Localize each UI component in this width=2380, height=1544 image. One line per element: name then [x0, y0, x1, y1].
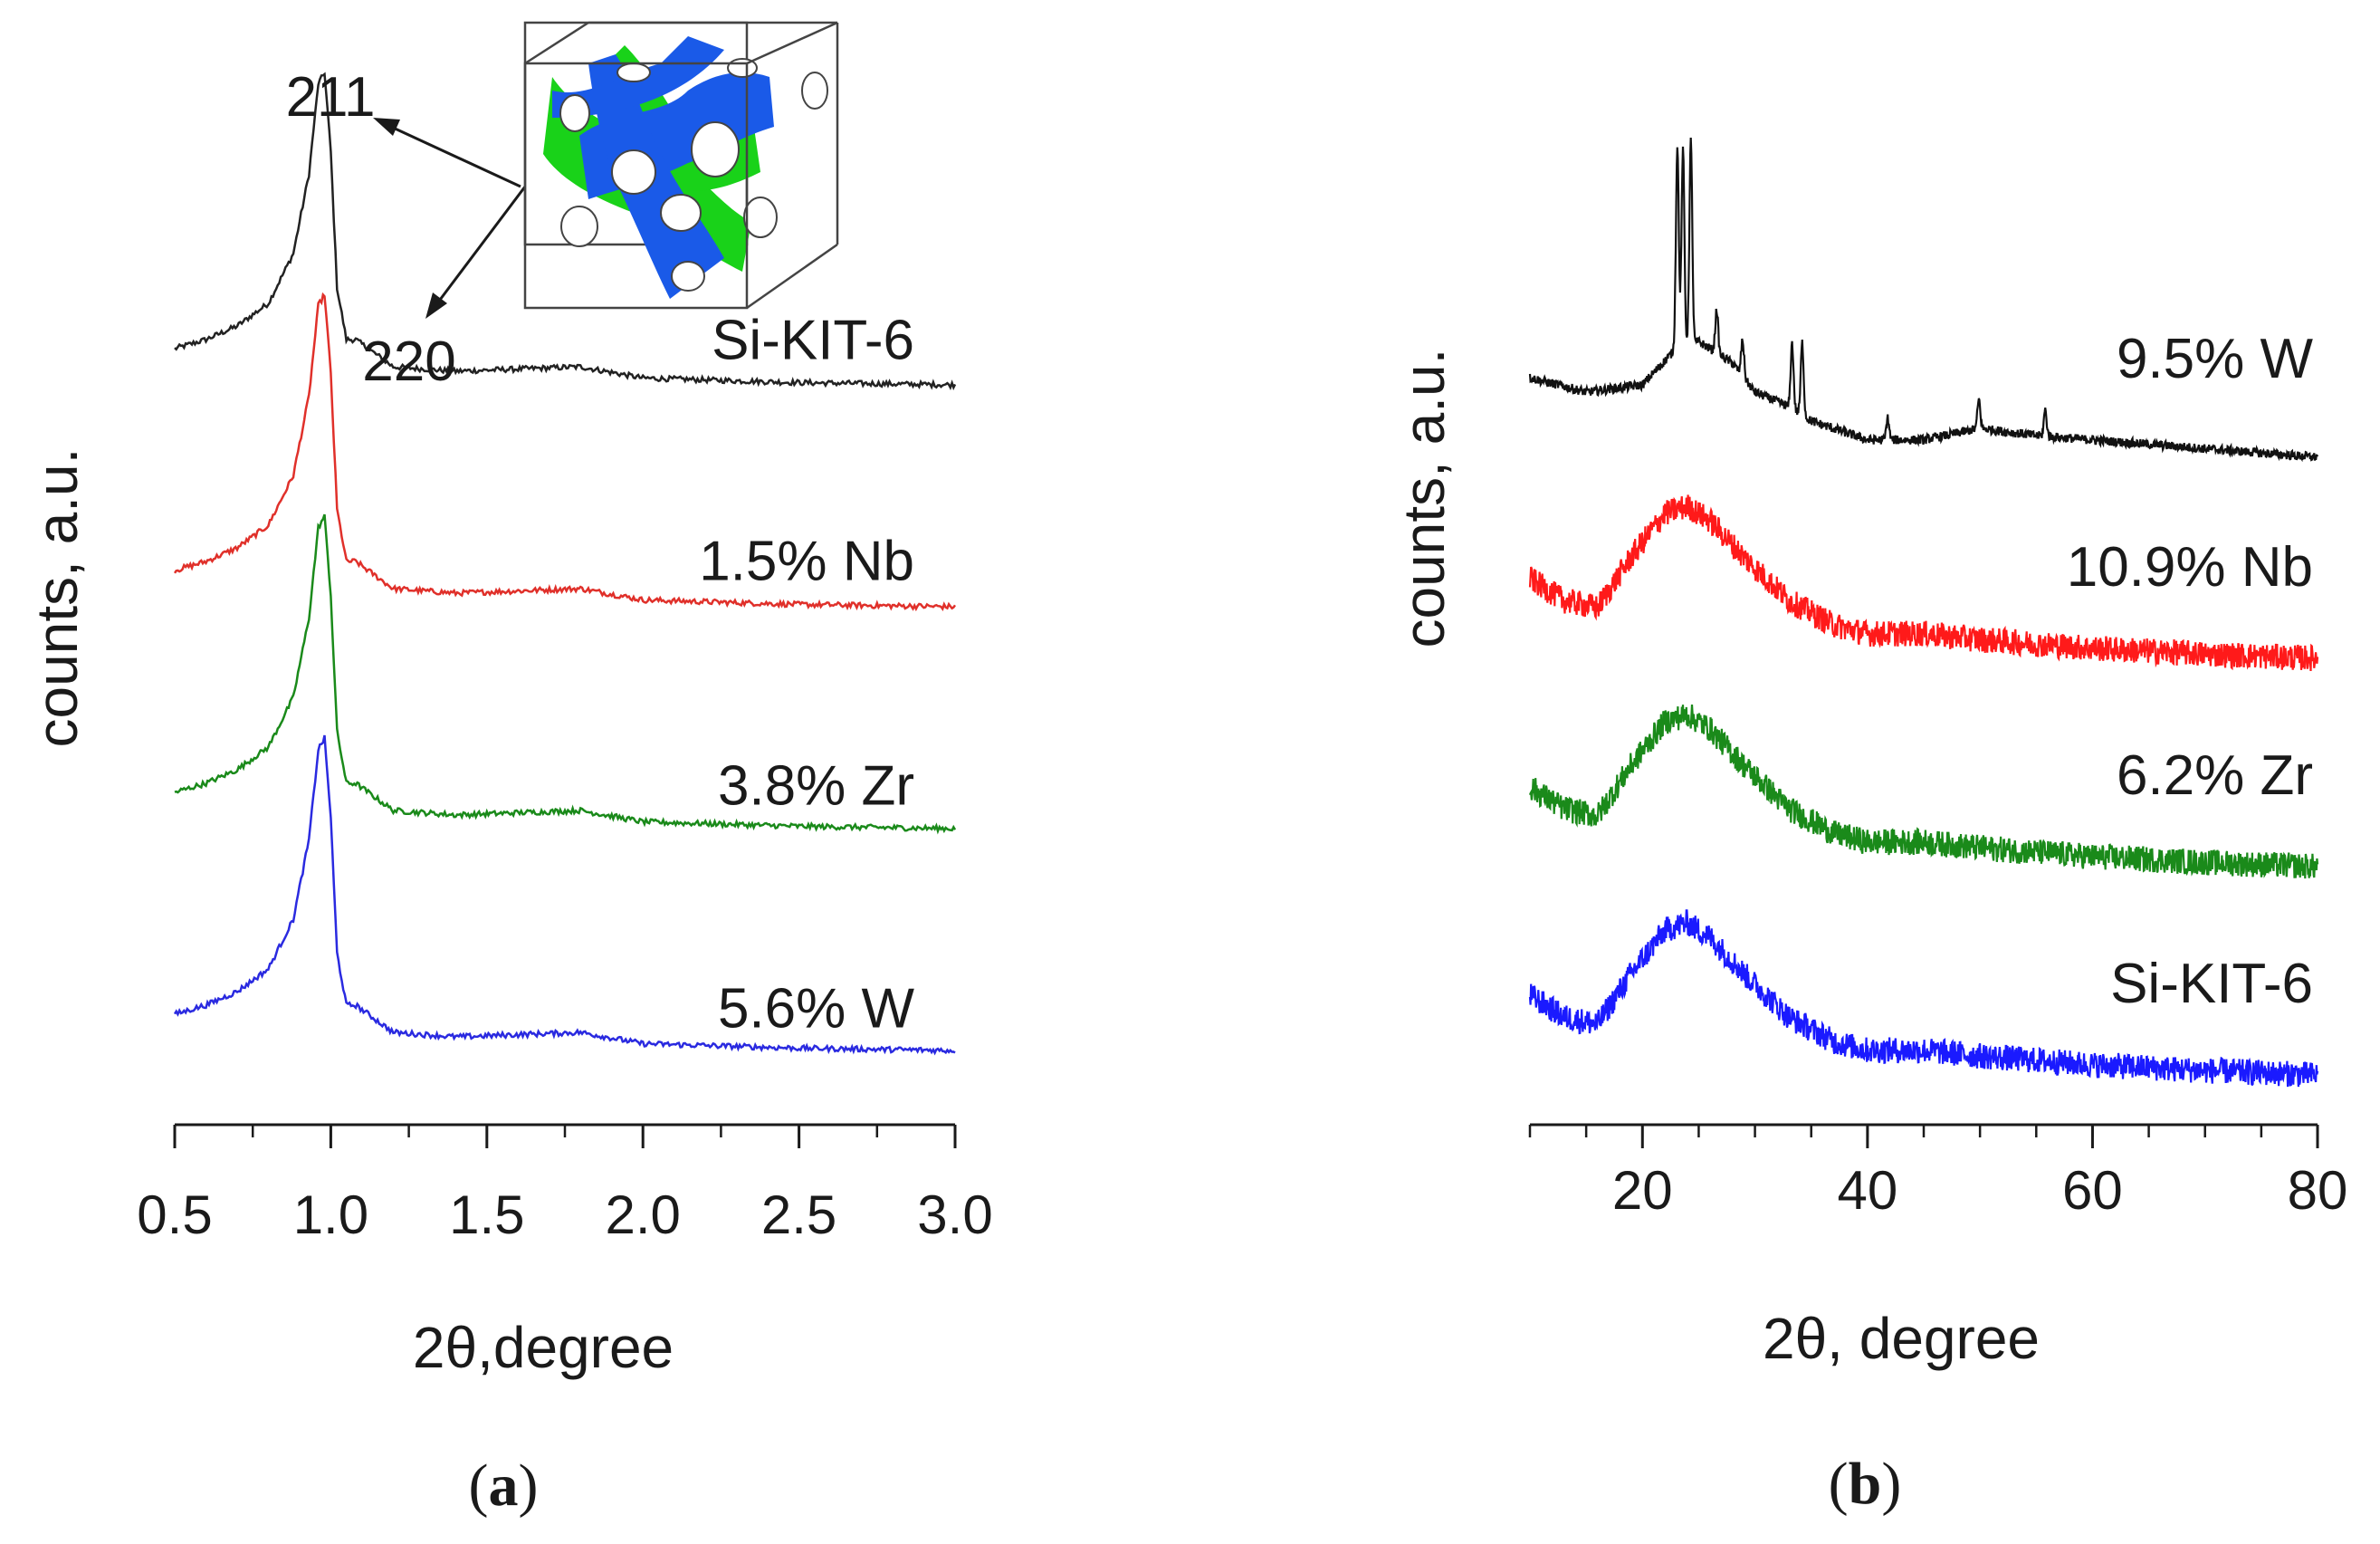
arrow-to-220 — [435, 186, 527, 304]
x-tick-label: 3.0 — [917, 1184, 992, 1245]
panel-a: Si-KIT-6 1.5% Nb 3.8% Zr 5.6% W 0.5 1.0 1.5 2.… — [24, 21, 993, 1519]
series-label-si-kit-6: Si-KIT-6 — [712, 309, 914, 371]
inset-mesostructure-diagram — [523, 21, 839, 310]
series-line-3-8-zr — [174, 513, 957, 835]
x-tick-label: 1.5 — [449, 1184, 524, 1245]
series-line-1-5-nb — [173, 292, 957, 612]
annotation-220: 220 — [362, 331, 455, 393]
panel-a-curves — [173, 72, 957, 1056]
x-tick-label: 60 — [2062, 1160, 2123, 1221]
panel-a-series-labels: Si-KIT-6 1.5% Nb 3.8% Zr 5.6% W — [699, 309, 914, 1040]
annotation-211: 211 — [286, 66, 376, 129]
series-line-si-kit-6 — [1528, 909, 2319, 1088]
panel-b: 9.5% W 10.9% Nb 6.2% Zr Si-KIT-6 20 40 60 80 2… — [1391, 137, 2348, 1517]
series-label-9-5-w: 9.5% W — [2117, 328, 2314, 390]
series-label-si-kit-6: Si-KIT-6 — [2110, 953, 2313, 1015]
panel-a-y-axis-label: counts, a.u. — [24, 448, 90, 748]
series-line-si-kit-6 — [174, 72, 957, 391]
arrowhead-211 — [373, 118, 400, 136]
panel-a-x-ticks: 0.5 1.0 1.5 2.0 2.5 3.0 — [137, 1125, 993, 1245]
panel-a-x-axis-label: 2θ,degree — [413, 1315, 674, 1380]
series-line-10-9-nb — [1528, 494, 2319, 672]
series-line-9-5-w — [1528, 137, 2319, 463]
x-tick-label: 40 — [1837, 1160, 1897, 1221]
x-tick-label: 20 — [1612, 1160, 1673, 1221]
series-label-10-9-nb: 10.9% Nb — [2067, 536, 2313, 599]
series-label-5-6-w: 5.6% W — [718, 977, 915, 1040]
x-tick-label: 2.5 — [761, 1184, 836, 1245]
panel-b-series-labels: 9.5% W 10.9% Nb 6.2% Zr Si-KIT-6 — [2067, 328, 2314, 1015]
panel-b-caption: (b) — [1829, 1451, 1902, 1517]
panel-a-caption: (a) — [469, 1453, 539, 1519]
x-tick-label: 2.0 — [605, 1184, 680, 1245]
panel-b-curves — [1528, 137, 2319, 1088]
arrowhead-220 — [425, 292, 447, 319]
arrow-to-211 — [390, 125, 521, 188]
series-label-3-8-zr: 3.8% Zr — [718, 754, 914, 817]
series-label-6-2-zr: 6.2% Zr — [2117, 744, 2313, 807]
panel-b-y-axis-label: counts, a.u. — [1391, 349, 1457, 648]
series-line-6-2-zr — [1528, 705, 2319, 879]
series-label-1-5-nb: 1.5% Nb — [699, 530, 914, 592]
panel-b-x-axis-label: 2θ, degree — [1763, 1306, 2040, 1371]
panel-b-x-ticks: 20 40 60 80 — [1528, 1125, 2348, 1221]
series-line-5-6-w — [173, 734, 956, 1056]
x-tick-label: 1.0 — [293, 1184, 368, 1245]
x-tick-label: 0.5 — [137, 1184, 212, 1245]
x-tick-label: 80 — [2288, 1160, 2348, 1221]
